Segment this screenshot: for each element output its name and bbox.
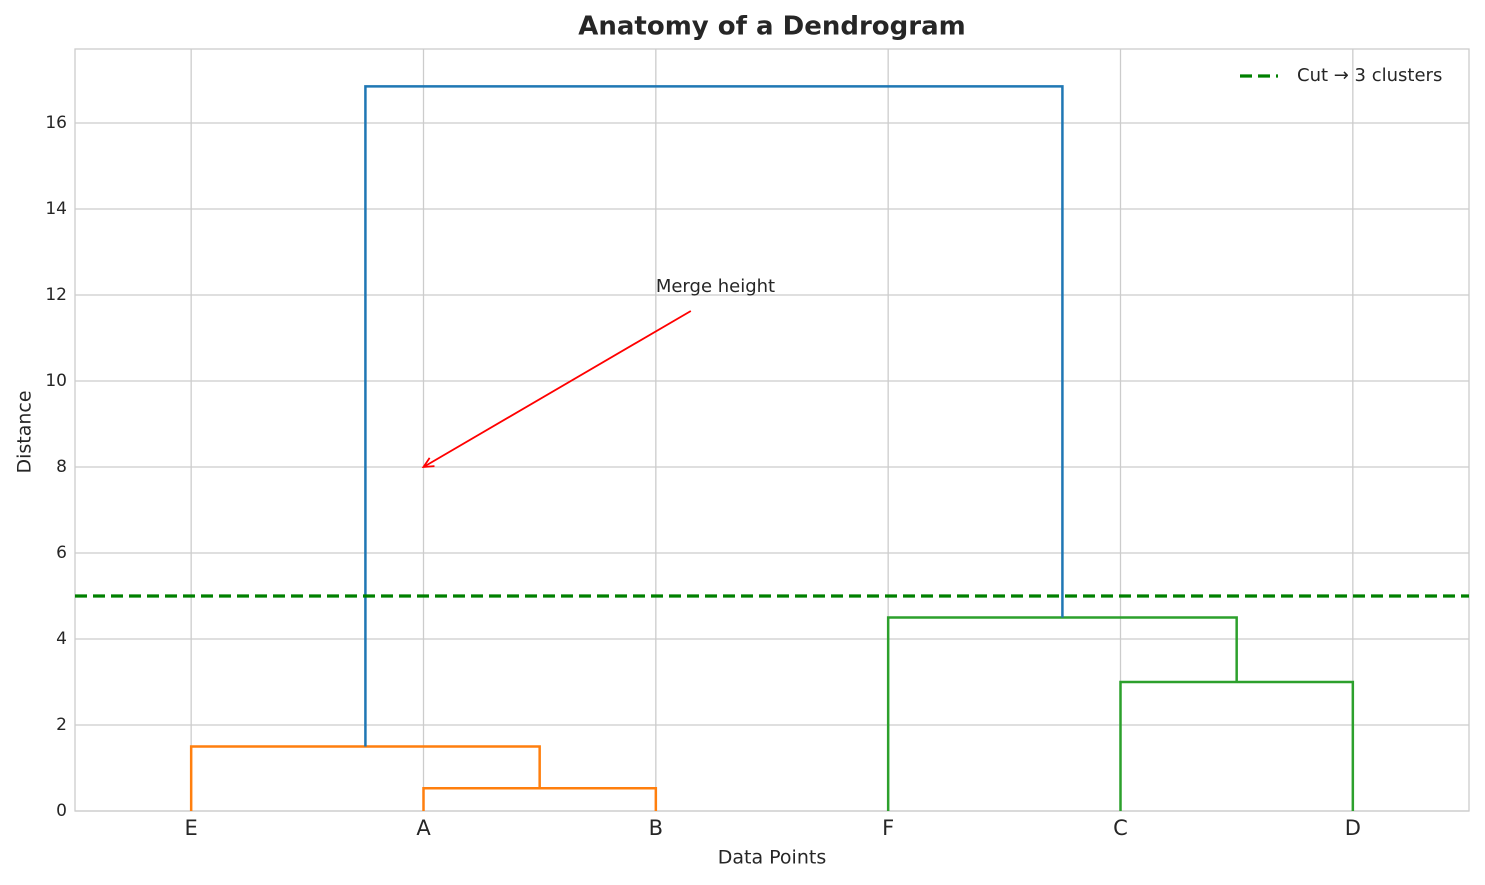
x-tick-label: B — [649, 816, 663, 840]
x-tick-label: D — [1345, 816, 1361, 840]
dendrogram-link — [422, 786, 658, 811]
x-tick-label: F — [882, 816, 894, 840]
chart-title: Anatomy of a Dendrogram — [578, 12, 965, 42]
y-tick-label: 4 — [56, 629, 67, 649]
annotation-arrow — [423, 310, 692, 468]
dendrogram-link — [1119, 680, 1355, 811]
annotation-arrowhead — [421, 457, 435, 469]
y-tick-label: 12 — [45, 285, 67, 305]
dendrogram-link — [886, 616, 1238, 811]
legend-label: Cut → 3 clusters — [1297, 65, 1442, 86]
y-tick-label: 2 — [56, 715, 67, 735]
x-tick-label: E — [185, 816, 198, 840]
x-tick-label: A — [416, 816, 431, 840]
y-tick-label: 10 — [45, 371, 67, 391]
y-tick-label: 8 — [56, 457, 67, 477]
y-axis-label: Distance — [14, 390, 36, 473]
y-tick-label: 6 — [56, 543, 67, 563]
y-tick-label: 14 — [45, 199, 67, 219]
y-tick-label: 0 — [56, 801, 67, 821]
plot-frame — [74, 48, 1470, 812]
dendrogram-link — [364, 85, 1064, 747]
x-tick-label: C — [1113, 816, 1128, 840]
x-axis-label: Data Points — [718, 847, 826, 869]
y-tick-label: 16 — [45, 113, 67, 133]
annotation-text: Merge height — [656, 276, 775, 297]
dendrogram-link — [189, 745, 541, 811]
